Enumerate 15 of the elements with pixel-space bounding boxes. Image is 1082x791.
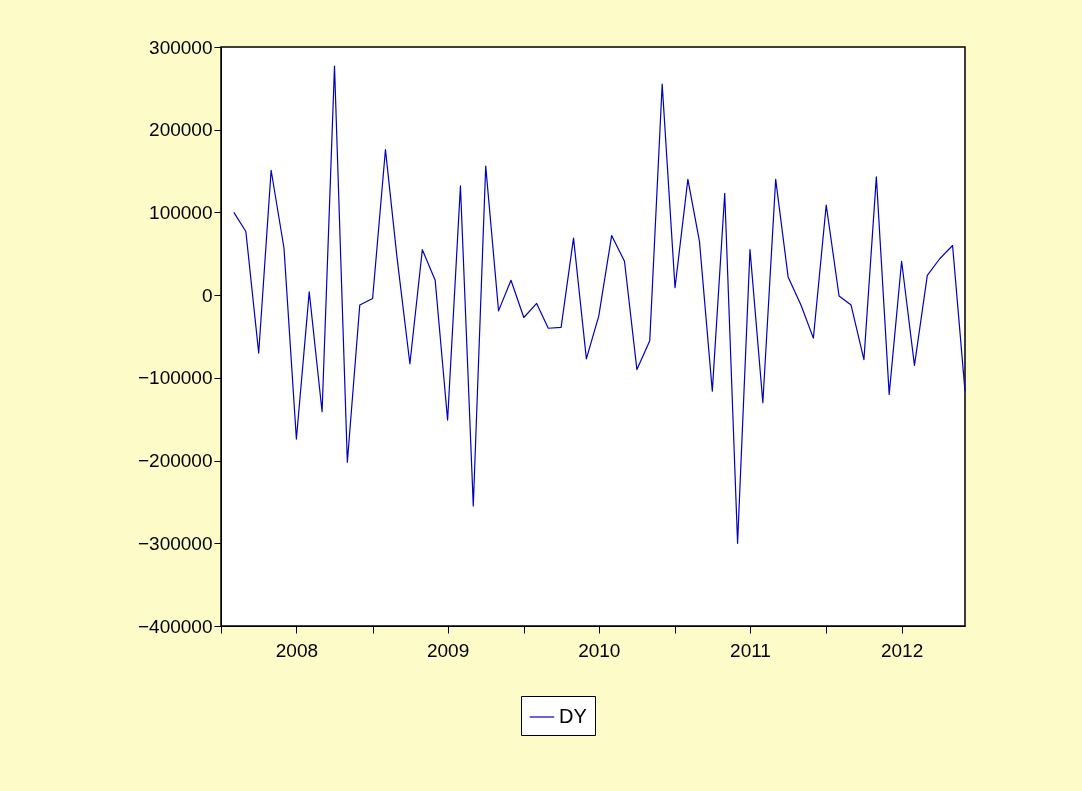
x-tick-label: 2008 xyxy=(275,639,319,661)
y-tick-label: −100000 xyxy=(138,367,213,389)
x-tick-label: 2011 xyxy=(730,639,771,661)
y-tick-label: 300000 xyxy=(149,36,213,58)
y-tick-label: 200000 xyxy=(149,119,213,141)
y-tick-label: −400000 xyxy=(138,615,213,637)
y-tick-label: −300000 xyxy=(138,532,213,554)
line-series xyxy=(233,65,966,544)
y-tick-label: 100000 xyxy=(149,201,213,223)
y-tick-label: 0 xyxy=(201,284,213,306)
x-tick-label: 2009 xyxy=(426,639,470,661)
x-tick-label: 2010 xyxy=(578,639,621,661)
legend-label: DY xyxy=(559,705,587,727)
x-tick-label: 2012 xyxy=(880,639,924,661)
y-tick-label: −200000 xyxy=(138,450,213,472)
